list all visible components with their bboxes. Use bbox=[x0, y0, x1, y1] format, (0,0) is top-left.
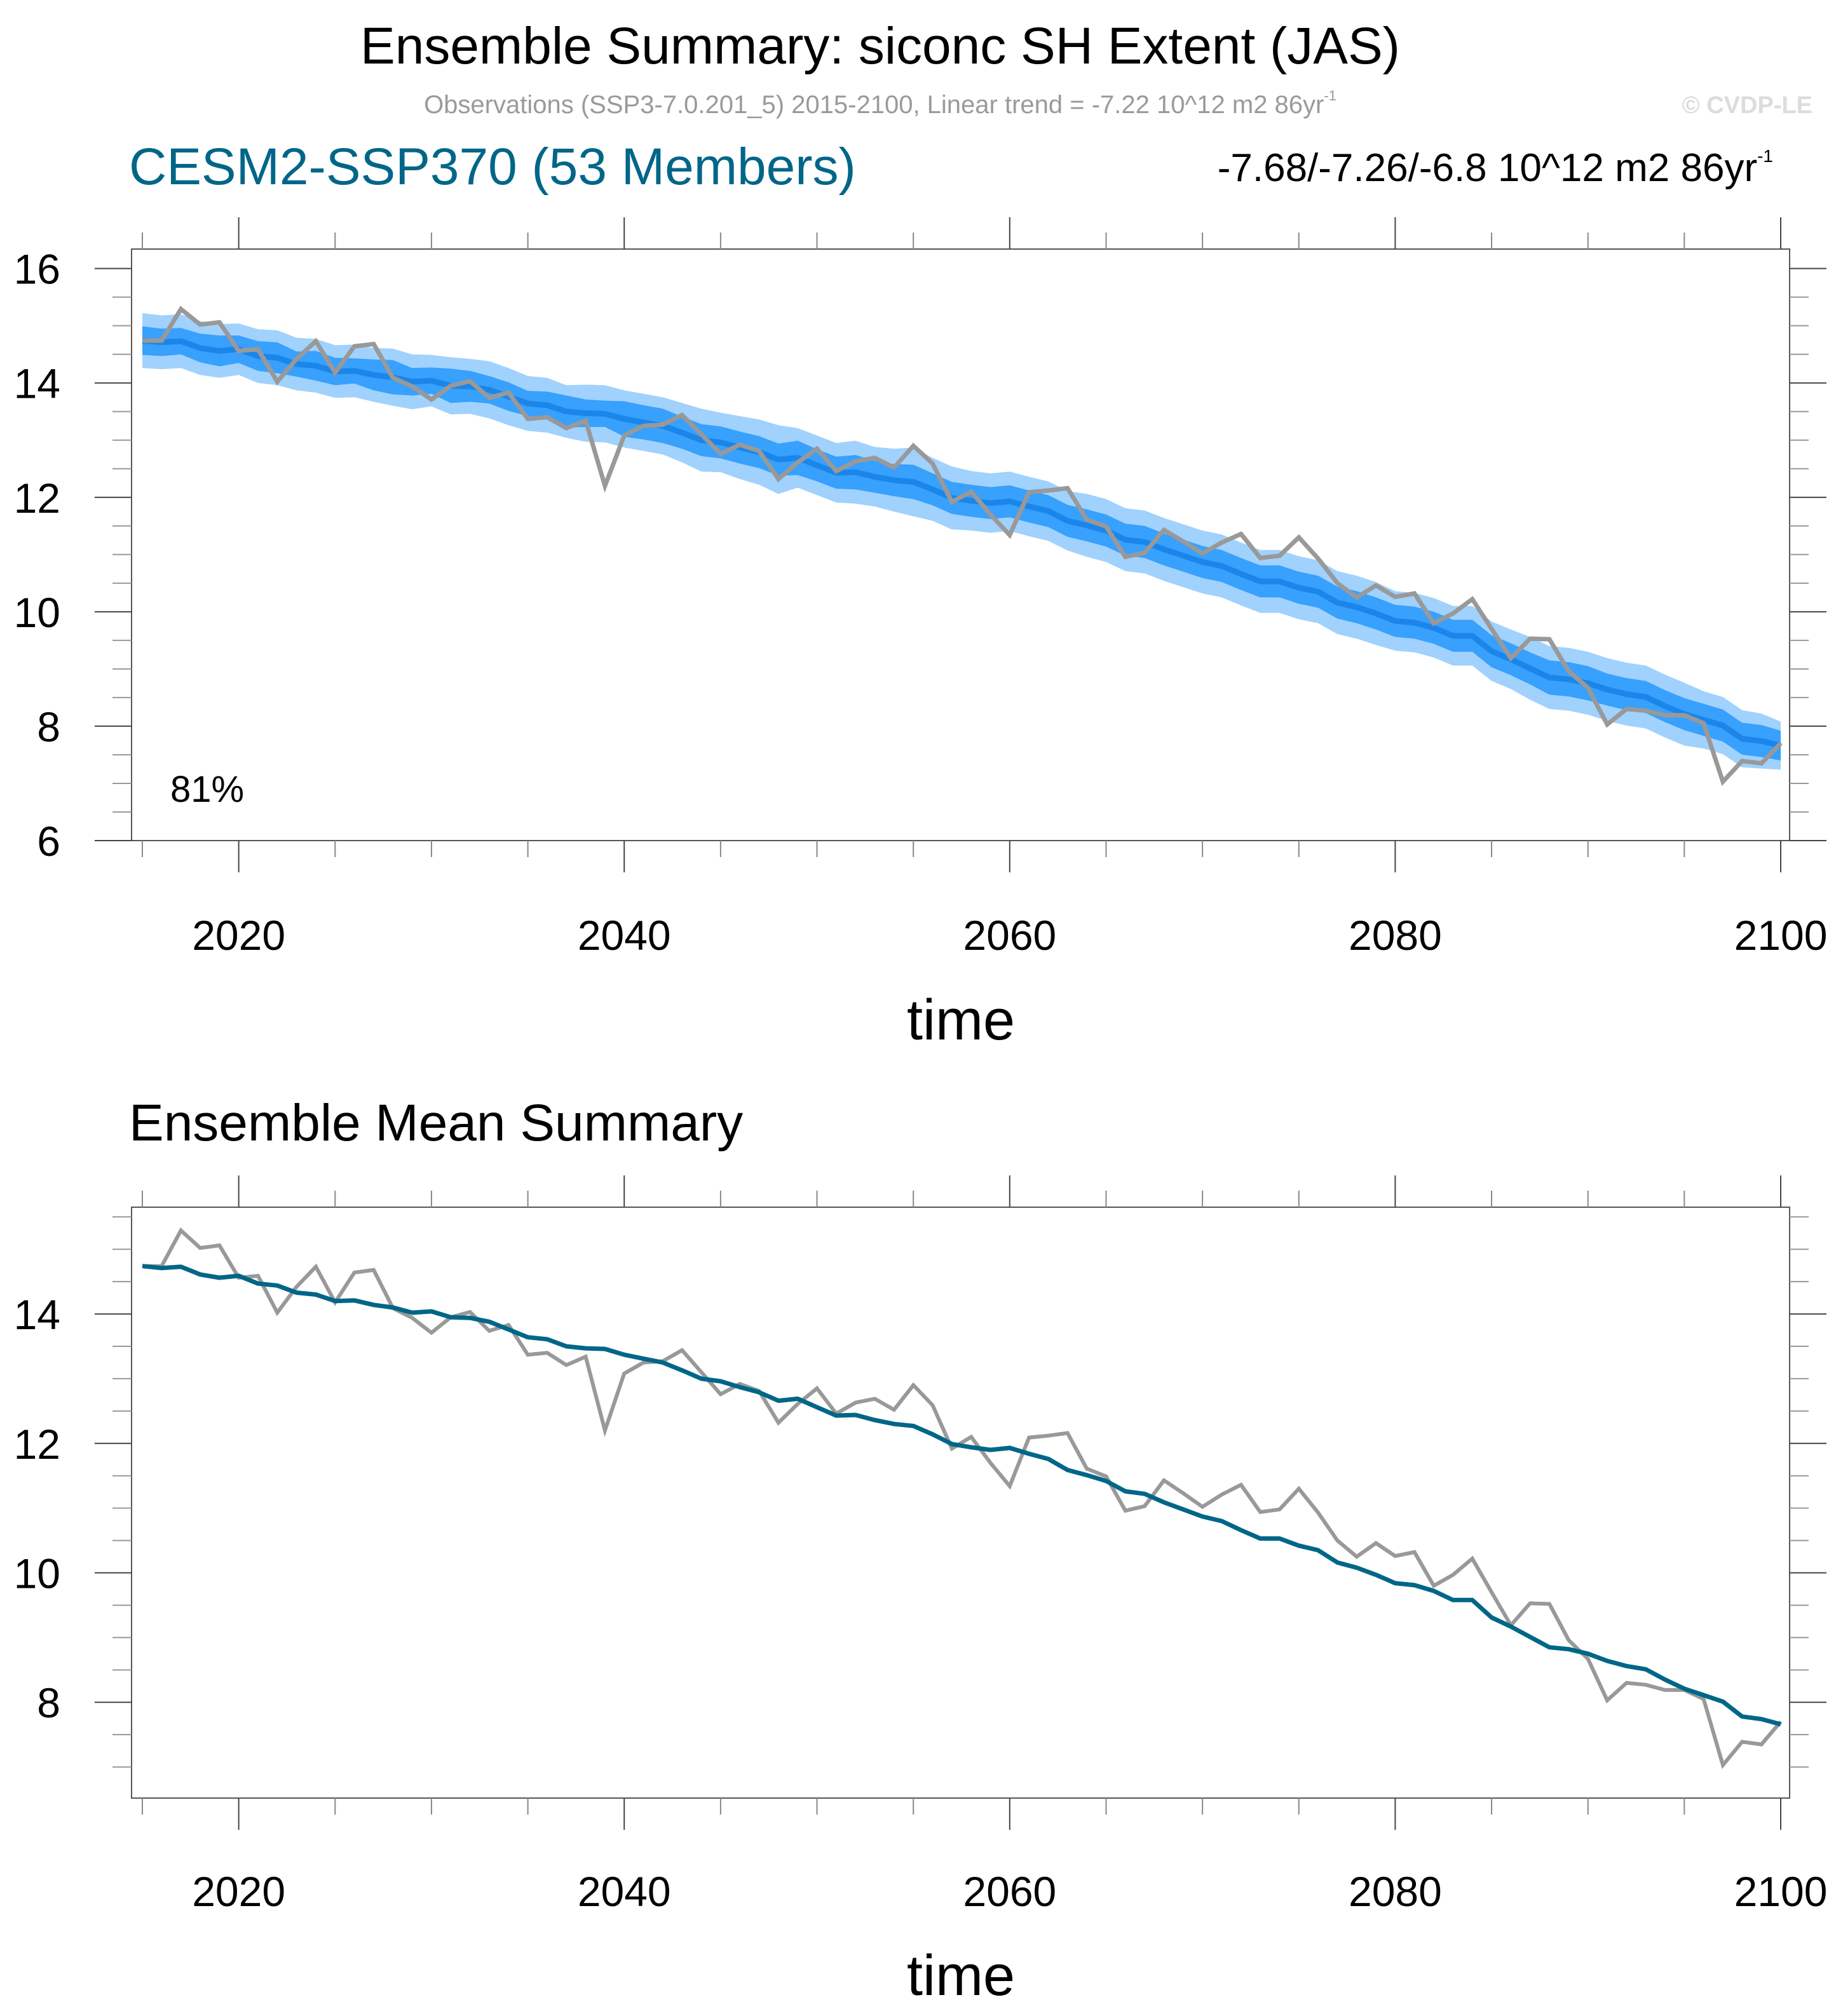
y-tick-label: 12 bbox=[14, 475, 60, 522]
observations-subtitle-text: Observations (SSP3-7.0.201_5) 2015-2100,… bbox=[424, 91, 1324, 119]
x-tick-label: 2100 bbox=[1734, 1868, 1828, 1915]
y-tick-label: 10 bbox=[14, 589, 60, 636]
model-label: CESM2-SSP370 (53 Members) bbox=[129, 138, 856, 196]
x-tick-label: 2080 bbox=[1349, 912, 1442, 959]
top-panel-plot: 6 8 10 12 14 16 2020 2040 2060 2080 2100 81% time bbox=[14, 217, 1827, 1052]
bottom-axis-ticks bbox=[95, 1175, 1826, 1830]
bottom-plot-frame bbox=[131, 1207, 1790, 1799]
outer-band-layer bbox=[142, 313, 1781, 770]
y-tick-label: 12 bbox=[14, 1421, 60, 1468]
outer-band-area bbox=[142, 313, 1781, 770]
trend-range-superscript: -1 bbox=[1757, 146, 1773, 166]
y-tick-label: 8 bbox=[37, 703, 60, 750]
observations-subtitle-superscript: -1 bbox=[1324, 88, 1336, 104]
inner-band-layer bbox=[142, 326, 1781, 761]
y-tick-label: 6 bbox=[37, 818, 60, 865]
y-tick-label: 8 bbox=[37, 1679, 60, 1726]
x-tick-label: 2040 bbox=[578, 912, 671, 959]
x-tick-label: 2020 bbox=[192, 1868, 285, 1915]
y-tick-label: 16 bbox=[14, 246, 60, 293]
top-x-tick-labels: 2020 2040 2060 2080 2100 bbox=[192, 912, 1827, 959]
top-lines-layer bbox=[142, 306, 1783, 787]
figure-title: Ensemble Summary: siconc SH Extent (JAS) bbox=[360, 17, 1400, 75]
top-axis-ticks bbox=[95, 217, 1826, 872]
y-tick-label: 14 bbox=[14, 360, 60, 407]
ensemble-mean-line bbox=[142, 337, 1782, 748]
percent-annotation: 81% bbox=[170, 769, 244, 810]
bottom-panel-plot: 8 10 12 14 2020 2040 2060 2080 2100 time bbox=[14, 1175, 1827, 2008]
top-plot-frame bbox=[131, 248, 1790, 841]
x-tick-label: 2020 bbox=[192, 912, 285, 959]
x-tick-label: 2100 bbox=[1734, 912, 1828, 959]
observations-subtitle: Observations (SSP3-7.0.201_5) 2015-2100,… bbox=[424, 88, 1336, 119]
bottom-lines-layer bbox=[142, 1227, 1783, 1769]
top-x-axis-label: time bbox=[907, 989, 1015, 1052]
trend-range-label: -7.68/-7.26/-6.8 10^12 m2 86yr-1 bbox=[1218, 146, 1773, 190]
x-tick-label: 2080 bbox=[1349, 1868, 1442, 1915]
bottom-panel-title: Ensemble Mean Summary bbox=[129, 1094, 743, 1152]
observations-line bbox=[142, 306, 1783, 787]
bottom-x-tick-labels: 2020 2040 2060 2080 2100 bbox=[192, 1868, 1827, 1915]
bottom-x-axis-label: time bbox=[907, 1944, 1015, 2008]
x-tick-label: 2060 bbox=[963, 912, 1056, 959]
observations-line bbox=[142, 1227, 1783, 1769]
x-tick-label: 2060 bbox=[963, 1868, 1056, 1915]
y-tick-label: 14 bbox=[14, 1291, 60, 1338]
y-tick-label: 10 bbox=[14, 1550, 60, 1597]
bottom-y-tick-labels: 8 10 12 14 bbox=[14, 1291, 60, 1726]
inner-band-area bbox=[142, 326, 1781, 761]
trend-range-text: -7.68/-7.26/-6.8 10^12 m2 86yr bbox=[1218, 146, 1757, 190]
ensemble-mean-line bbox=[142, 1264, 1781, 1727]
x-tick-label: 2040 bbox=[578, 1868, 671, 1915]
copyright-watermark: © CVDP-LE bbox=[1682, 92, 1812, 119]
top-y-tick-labels: 6 8 10 12 14 16 bbox=[14, 246, 60, 865]
